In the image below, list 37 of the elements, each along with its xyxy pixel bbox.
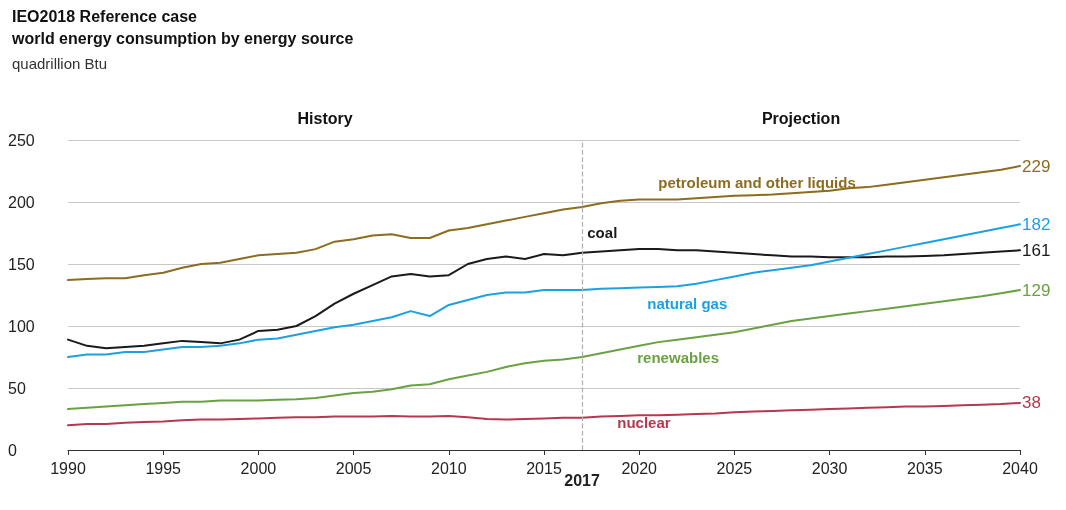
y-tick-label: 100 [8,317,35,335]
x-tick-label: 2025 [716,459,753,477]
y-tick-label: 50 [8,379,26,397]
data-label: 182 [1022,214,1051,234]
series-label: nuclear [617,413,671,431]
line-series [67,248,1021,350]
x-tick-label: 2030 [811,459,848,477]
y-tick-label: 200 [8,193,35,211]
chart-title: IEO2018 Reference case [12,7,198,25]
data-label: 129 [1022,280,1051,300]
y-tick-label: 250 [8,131,35,149]
x-tick-label: 2010 [431,459,467,477]
y-tick-label: 0 [8,441,17,459]
data-label: 38 [1022,393,1041,413]
x-tick-label: 2035 [907,459,943,477]
ref-line-label: 2017 [564,471,600,489]
x-tick-label: 2005 [335,459,372,477]
text: Projection [761,109,841,127]
x-tick-label: 1990 [50,459,86,477]
series-label: coal [587,224,618,242]
line-series [67,289,1021,411]
x-tick-label: 1995 [145,459,182,477]
x-tick-label: 2040 [1002,459,1038,477]
line-series [67,165,1021,282]
series-label: petroleum and other liquids [658,173,856,191]
data-label: 161 [1022,240,1051,260]
x-tick-label: 2015 [526,459,562,477]
x-tick-label: 2000 [240,459,277,477]
series-label: renewables [637,348,719,366]
text: History [297,109,353,127]
line-series [67,401,1021,427]
data-label: 229 [1022,156,1051,176]
x-tick-label: 2020 [621,459,658,477]
y-tick-label: 150 [8,255,35,273]
series-label: natural gas [647,295,728,313]
chart-subtitle: world energy consumption by energy source [11,29,354,47]
y-axis-title: quadrillion Btu [12,55,108,72]
